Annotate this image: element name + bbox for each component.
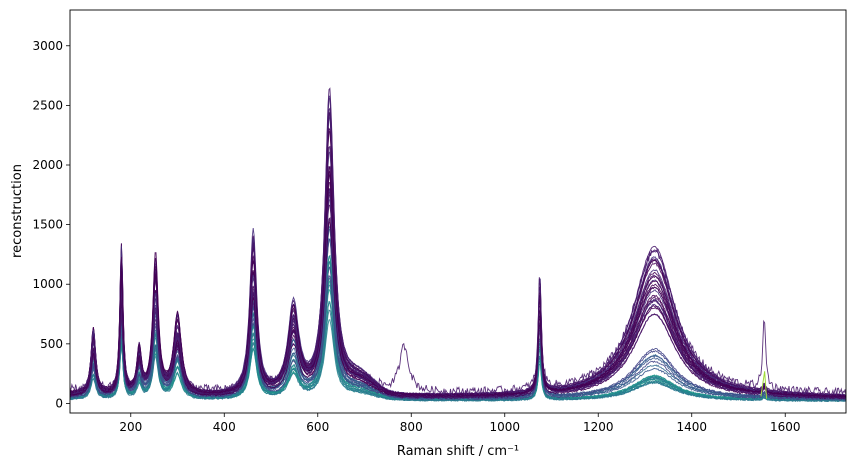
spectrum-line — [70, 111, 846, 398]
spectrum-line — [70, 174, 846, 399]
spectrum-line — [70, 198, 846, 397]
x-axis-label: Raman shift / cm⁻¹ — [397, 444, 519, 459]
spectra-series-group — [70, 87, 846, 403]
spectrum-line — [70, 170, 846, 398]
x-tick-label: 1600 — [770, 420, 801, 434]
x-tick-label: 800 — [400, 420, 423, 434]
x-tick-label: 1000 — [489, 420, 520, 434]
x-tick-label: 400 — [213, 420, 236, 434]
y-tick-label: 3000 — [32, 39, 63, 53]
spectrum-line — [70, 174, 846, 396]
spectrum-line — [70, 182, 846, 399]
spectrum-line — [70, 188, 846, 397]
spectrum-line — [760, 371, 768, 399]
spectrum-line — [70, 165, 846, 397]
spectrum-line — [70, 171, 846, 396]
y-tick-label: 500 — [40, 337, 63, 351]
spectrum-line — [70, 130, 846, 398]
spectrum-line — [70, 191, 846, 398]
spectrum-line — [70, 145, 846, 399]
spectrum-line — [70, 187, 846, 399]
y-tick-label: 0 — [55, 396, 63, 410]
spectrum-line — [70, 127, 846, 398]
y-tick-label: 1500 — [32, 218, 63, 232]
y-axis-ticks: 0 500 1000 1500 2000 2500 3000 — [32, 39, 70, 410]
spectrum-line — [70, 228, 846, 400]
spectrum-line — [70, 217, 846, 397]
spectrum-line — [70, 87, 846, 398]
x-tick-label: 200 — [119, 420, 142, 434]
spectrum-line — [70, 220, 846, 398]
spectrum-line — [70, 150, 846, 396]
y-axis-label: reconstruction — [10, 164, 25, 258]
spectrum-line — [70, 218, 846, 402]
plot-frame — [69, 9, 847, 414]
spectrum-line — [70, 112, 846, 398]
y-tick-label: 1000 — [32, 277, 63, 291]
x-tick-label: 600 — [306, 420, 329, 434]
spectrum-line — [70, 204, 846, 400]
y-tick-label: 2000 — [32, 158, 63, 172]
x-axis-ticks: 200 400 600 800 1000 1200 1400 1600 — [119, 413, 801, 434]
spectrum-line — [70, 284, 846, 403]
spectrum-line — [70, 107, 846, 400]
x-tick-label: 1400 — [676, 420, 707, 434]
x-tick-label: 1200 — [583, 420, 614, 434]
spectrum-line — [70, 194, 846, 397]
spectrum-line — [70, 224, 846, 400]
spectrum-line — [70, 166, 846, 397]
spectrum-line — [70, 96, 846, 397]
spectrum-line — [70, 116, 846, 400]
y-tick-label: 2500 — [32, 98, 63, 112]
spectrum-line — [70, 112, 846, 398]
spectrum-line — [70, 95, 846, 397]
spectrum-line — [70, 188, 846, 398]
